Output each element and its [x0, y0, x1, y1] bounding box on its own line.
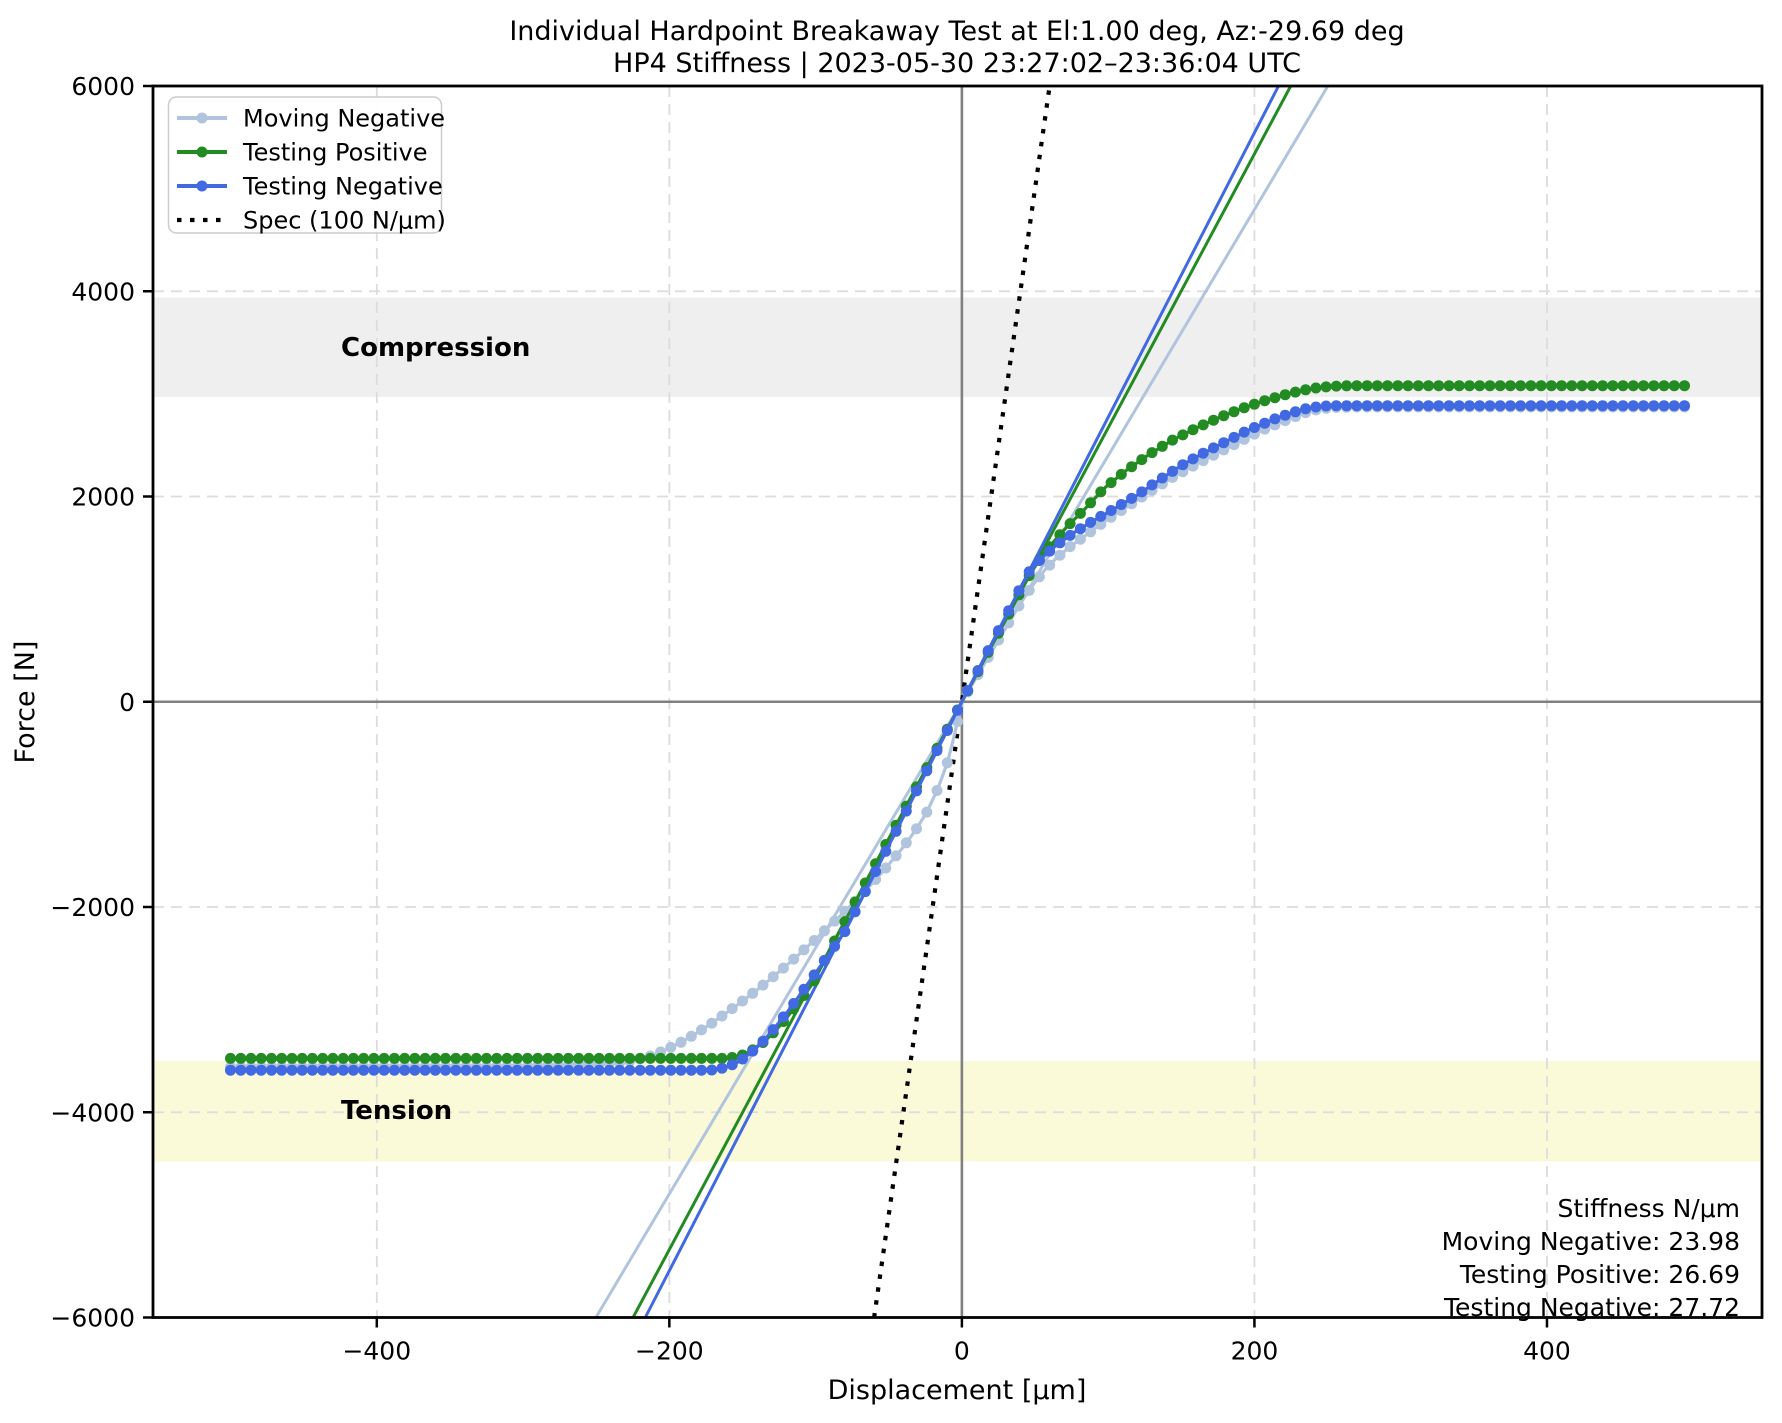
plot-bands — [153, 297, 1762, 1162]
legend-label-spec: Spec (100 N/μm) — [243, 207, 446, 235]
y-tick--4000: −4000 — [50, 1098, 135, 1127]
series-testing-negative — [225, 400, 1690, 1076]
x-tick-0: 0 — [954, 1337, 970, 1366]
y-tick-6000: 6000 — [71, 72, 135, 101]
legend-marker-testing-positive — [196, 146, 208, 158]
y-tick-2000: 2000 — [71, 483, 135, 512]
legend-label-testing-negative: Testing Negative — [242, 173, 443, 201]
series-line-testing-negative — [230, 404, 1690, 1072]
stiffness-testing-positive-value: Testing Positive: 26.69 — [1459, 1260, 1740, 1289]
legend-label-moving-negative: Moving Negative — [243, 105, 445, 133]
stiffness-annotation: Stiffness N/μm Moving Negative: 23.98 Te… — [1442, 1194, 1740, 1322]
plot-spines — [151, 84, 1764, 1319]
stiffness-testing-negative-value: Testing Negative: 27.72 — [1443, 1293, 1740, 1322]
legend-label-testing-positive: Testing Positive — [242, 139, 428, 167]
band-tension — [153, 1060, 1762, 1162]
data-series — [225, 380, 1690, 1076]
y-axis-label: Force [N] — [10, 641, 41, 764]
stiffness-annotation-header: Stiffness N/μm — [1558, 1194, 1740, 1223]
x-tick-400: 400 — [1523, 1337, 1571, 1366]
stiffness-moving-negative-value: Moving Negative: 23.98 — [1442, 1227, 1740, 1256]
y-tick--2000: −2000 — [50, 893, 135, 922]
series-line-moving-negative — [230, 405, 1690, 1069]
compression-band-label: Compression — [341, 333, 530, 363]
y-tick-4000: 4000 — [71, 277, 135, 306]
x-tick-200: 200 — [1231, 1337, 1279, 1366]
legend-marker-moving-negative — [196, 112, 208, 124]
legend-marker-testing-negative — [196, 180, 208, 192]
chart-title-line1: Individual Hardpoint Breakaway Test at E… — [509, 16, 1404, 47]
y-tick--6000: −6000 — [50, 1304, 135, 1333]
x-tick--200: −200 — [635, 1337, 704, 1366]
x-axis-label: Displacement [μm] — [828, 1375, 1087, 1406]
legend-box — [167, 96, 443, 234]
y-tick-0: 0 — [119, 688, 135, 717]
x-tick--400: −400 — [342, 1337, 411, 1366]
legend: Moving Negative Testing Positive Testing… — [167, 96, 446, 235]
axis-ticks: −400 −200 0 200 400−6000−4000−20000200040006… — [50, 72, 1570, 1366]
band-compression — [153, 297, 1762, 397]
chart-title-line2: HP4 Stiffness | 2023-05-30 23:27:02–23:3… — [613, 48, 1301, 79]
tension-band-label: Tension — [341, 1096, 452, 1126]
